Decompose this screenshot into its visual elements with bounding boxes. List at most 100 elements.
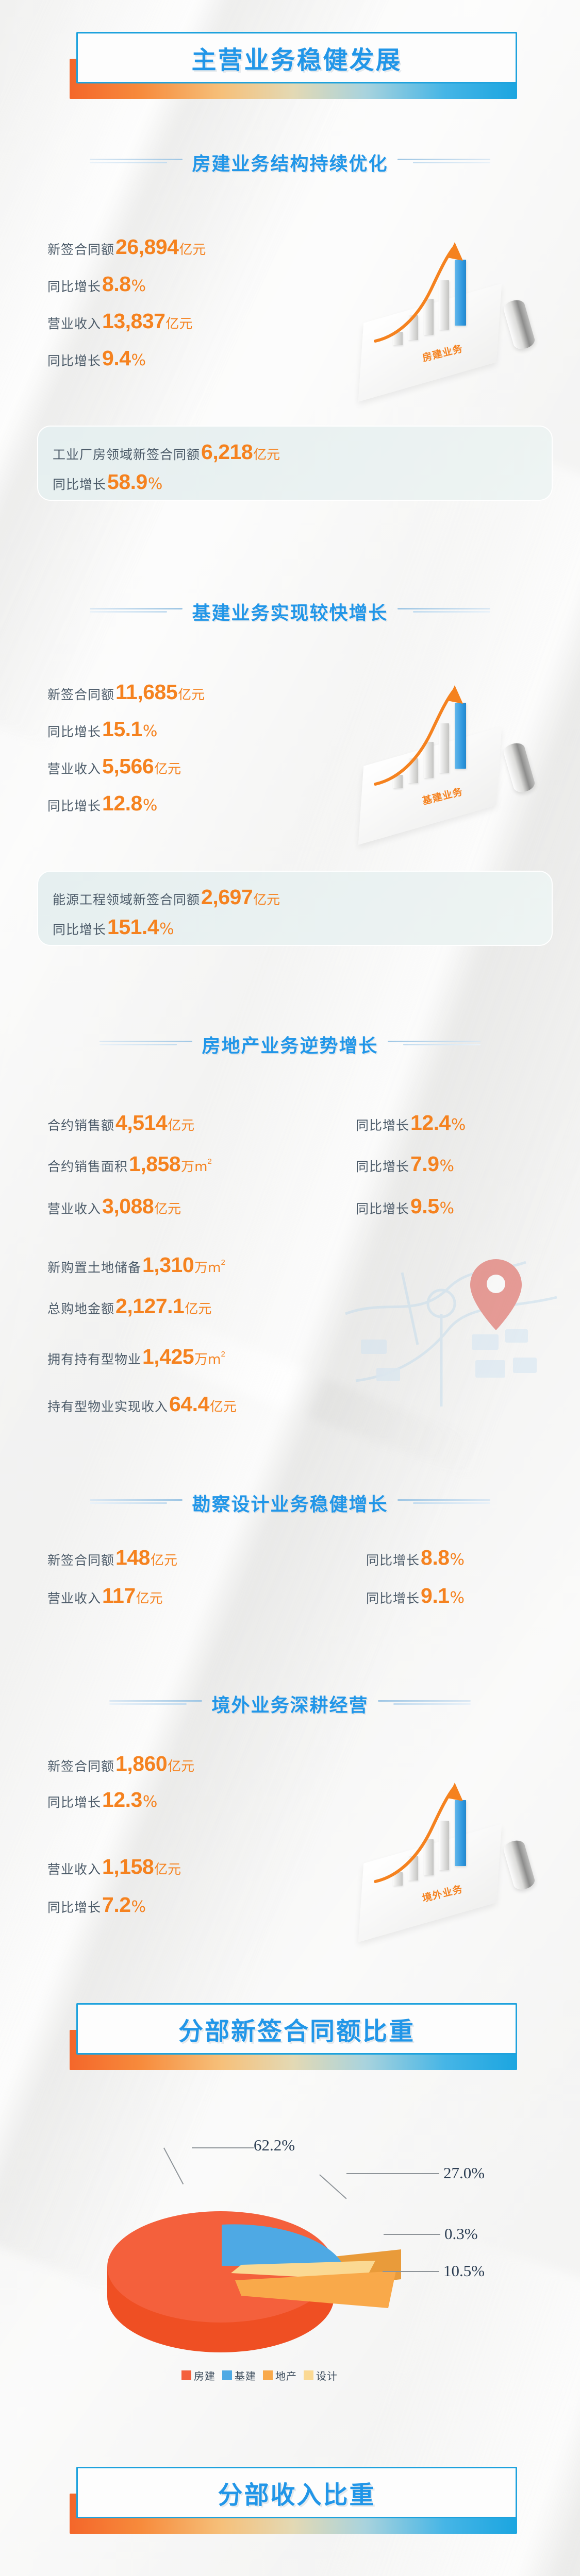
stat-label: 合约销售面积 (47, 1159, 128, 1174)
main-banner: 主营业务稳健发展 (70, 32, 517, 99)
rule-right (397, 608, 490, 615)
rule-left (90, 1499, 183, 1506)
stat-value: 12.3 (102, 1788, 142, 1811)
leader-line (384, 2234, 440, 2235)
stat-unit: 万m (194, 1352, 221, 1367)
stat-unit: 亿元 (179, 242, 206, 258)
stat-label: 同比增长 (47, 279, 102, 294)
illus-bar-highlight (455, 260, 466, 326)
stat-unit: 亿元 (253, 447, 280, 463)
stat-row: 同比增长 8.8 % (366, 1546, 465, 1570)
legend-label: 基建 (235, 2370, 256, 2382)
pie-label-sheji: 0.3% (444, 2225, 478, 2243)
stat-label: 合约销售额 (47, 1118, 115, 1133)
stat-label: 营业收入 (47, 316, 102, 331)
stat-label: 能源工程领域新签合同额 (53, 892, 201, 907)
illus-bar (424, 299, 434, 335)
stat-unit: 亿元 (253, 892, 280, 908)
stat-unit: 亿元 (154, 1862, 181, 1877)
illus-bar (393, 332, 403, 345)
stat-label: 同比增长 (366, 1591, 420, 1606)
stat-row: 同比增长 12.3 % (47, 1788, 157, 1812)
stat-value: 12.4 (410, 1111, 451, 1134)
chart-banner-1: 分部新签合同额比重 (70, 2003, 517, 2070)
stat-label: 持有型物业实现收入 (47, 1399, 169, 1414)
stat-unit: 亿元 (136, 1591, 163, 1606)
legend-label: 设计 (316, 2370, 338, 2382)
stat-row: 同比增长 151.4 % (53, 915, 174, 939)
banner-box: 分部收入比重 (76, 2467, 517, 2518)
stat-unit: 亿元 (168, 1759, 195, 1774)
stat-value: 1,858 (129, 1152, 181, 1176)
stat-value: 4,514 (115, 1111, 168, 1134)
stat-unit: 亿元 (178, 687, 205, 703)
rule-right (387, 1041, 480, 1048)
stat-value: 2,127.1 (115, 1294, 185, 1318)
stat-superscript: 2 (207, 1157, 212, 1166)
stat-value: 26,894 (115, 235, 179, 259)
stat-unit: 亿元 (185, 1301, 212, 1317)
stat-value: 9.4 (102, 346, 131, 370)
pie-legend-1: 房建 基建 地产 设计 (181, 2368, 338, 2383)
stat-superscript: 2 (221, 1258, 225, 1267)
pie-graphic (87, 2174, 417, 2352)
section-heading-fangjian: 房建业务结构持续优化 (0, 148, 580, 176)
legend-item-dichan: 地产 (263, 2368, 297, 2383)
illus-bar (439, 723, 449, 773)
stat-superscript: 2 (221, 1350, 225, 1359)
stat-value: 117 (102, 1584, 136, 1607)
illus-bar (424, 1839, 434, 1875)
stat-unit: 万m (194, 1260, 221, 1276)
stat-row: 营业收入 1,158 亿元 (47, 1855, 181, 1879)
stat-value: 13,837 (102, 309, 165, 333)
paper-roll (502, 1838, 537, 1892)
legend-swatch (263, 2370, 273, 2380)
pie-chart-2: 61.2% 24.6% 0.5% 13.7% 房建 基建 地产 设计 (0, 2550, 580, 2576)
section-title: 房建业务结构持续优化 (192, 154, 388, 175)
pie-chart-1: 62.2% 27.0% 0.3% 10.5% 房建 基建 地产 设计 (0, 2087, 580, 2401)
pie-label-jijian: 27.0% (443, 2164, 485, 2182)
stat-unit: 亿元 (165, 316, 193, 332)
stat-value: 8.8 (102, 272, 131, 296)
map-pin-icon (470, 1259, 522, 1330)
stat-row: 营业收入 13,837 亿元 (47, 309, 192, 333)
stat-row: 同比增长 9.4 % (47, 346, 146, 370)
stat-value: 5,566 (102, 754, 154, 778)
chart-title-1: 分部新签合同额比重 (178, 2017, 415, 2046)
stat-row: 同比增长 9.5 % (356, 1194, 454, 1218)
stat-label: 同比增长 (53, 477, 107, 492)
stat-row: 新签合同额 11,685 亿元 (47, 680, 205, 704)
section-title: 基建业务实现较快增长 (192, 603, 388, 624)
stat-value: 6,218 (201, 440, 253, 464)
rule-left (100, 1041, 193, 1048)
stat-label: 同比增长 (47, 1900, 102, 1915)
legend-item-sheji: 设计 (304, 2368, 338, 2383)
pie-label-fangjian: 62.2% (254, 2136, 295, 2154)
stat-value: 11,685 (115, 680, 178, 704)
legend-label: 地产 (275, 2370, 297, 2382)
stat-label: 营业收入 (47, 1591, 102, 1606)
highlight-card-jijian: 能源工程领域新签合同额 2,697 亿元 同比增长 151.4 % (37, 871, 553, 946)
chart-banner-2: 分部收入比重 (70, 2467, 517, 2534)
stat-value: 3,088 (102, 1194, 154, 1218)
stat-unit: 亿元 (154, 1201, 181, 1217)
map-watermark (340, 1252, 562, 1422)
stat-row: 新签合同额 1,860 亿元 (47, 1752, 194, 1776)
stat-row: 总购地金额 2,127.1 亿元 (47, 1294, 211, 1318)
stat-unit: % (142, 722, 158, 740)
stat-label: 同比增长 (47, 353, 102, 368)
growth-arrow-icon (374, 1783, 463, 1883)
stat-value: 7.2 (102, 1893, 131, 1917)
stat-unit: 亿元 (209, 1399, 237, 1415)
stat-unit: 亿元 (150, 1553, 177, 1568)
stat-value: 8.8 (421, 1546, 450, 1569)
legend-label: 房建 (194, 2370, 216, 2382)
growth-arrow-icon (374, 685, 463, 786)
chart-title-2: 分部收入比重 (218, 2481, 376, 2510)
stat-row: 拥有持有型物业 1,425 万m 2 (47, 1345, 225, 1369)
stat-value: 9.5 (410, 1194, 439, 1218)
leader-line (346, 2173, 439, 2174)
stat-label: 同比增长 (47, 724, 102, 739)
pie-label-dichan: 10.5% (443, 2262, 485, 2280)
